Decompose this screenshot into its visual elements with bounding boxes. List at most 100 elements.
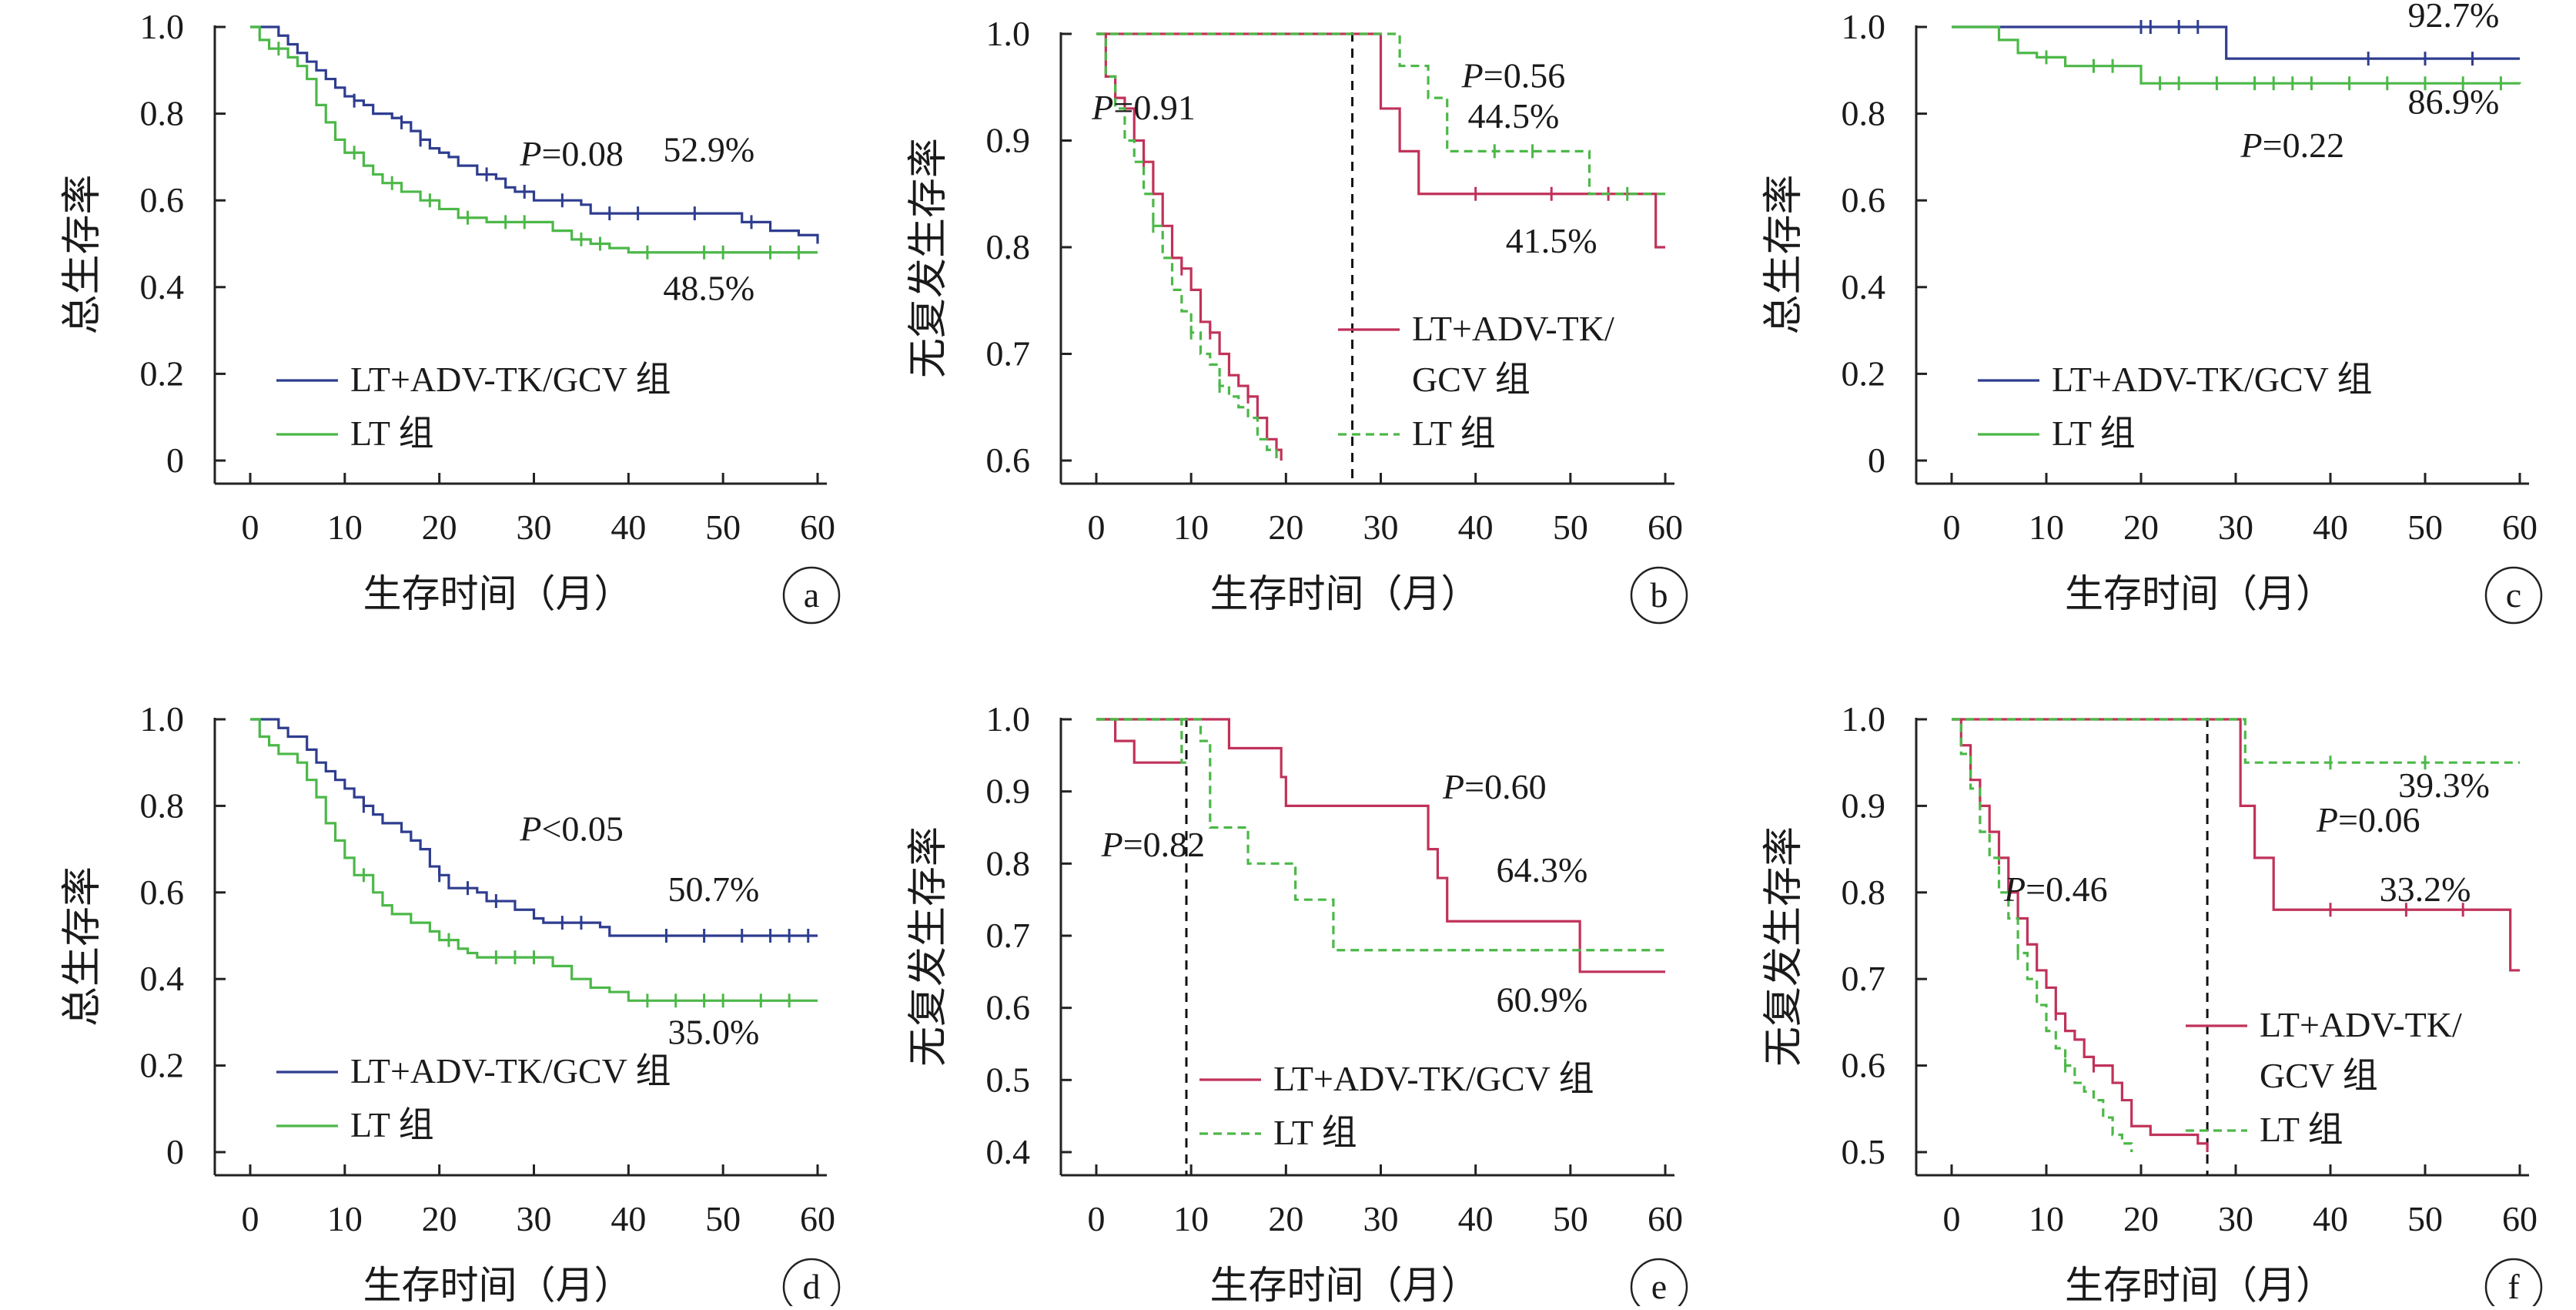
x-tick-label: 10 xyxy=(1173,508,1209,547)
legend-label: GCV 组 xyxy=(2260,1056,2378,1095)
y-tick-label: 0.8 xyxy=(140,786,185,825)
y-tick-label: 0.9 xyxy=(986,121,1031,160)
y-tick-label: 0 xyxy=(166,1132,184,1171)
x-axis-label: 生存时间（月） xyxy=(2065,572,2334,615)
panel-label-circle xyxy=(782,1258,841,1310)
panel-label-circle xyxy=(2484,1258,2543,1310)
panel-label: e xyxy=(1651,1267,1667,1306)
y-tick-label: 0.8 xyxy=(986,227,1031,266)
p-value: P=0.46 xyxy=(2003,869,2108,909)
y-tick-label: 0.9 xyxy=(986,772,1031,811)
y-tick-label: 0.8 xyxy=(140,94,185,133)
km-curve-2 xyxy=(1952,718,2133,1152)
panel-label-circle xyxy=(1630,1258,1688,1310)
x-tick-label: 10 xyxy=(1173,1199,1209,1238)
x-tick-label: 20 xyxy=(2123,1199,2159,1238)
panel-label: c xyxy=(2506,575,2521,615)
panel-label: f xyxy=(2507,1267,2520,1306)
survival-percent-label: 52.9% xyxy=(663,130,754,169)
panel-label: a xyxy=(804,575,819,615)
y-tick-label: 0.2 xyxy=(140,1046,185,1085)
y-tick-label: 0.6 xyxy=(140,180,185,219)
p-value: P=0.60 xyxy=(1442,767,1547,806)
y-tick-label: 0.6 xyxy=(986,441,1031,480)
y-tick-label: 0.4 xyxy=(1842,267,1886,307)
x-tick-label: 0 xyxy=(1088,508,1106,547)
y-tick-label: 1.0 xyxy=(1842,699,1886,739)
y-tick-label: 0.8 xyxy=(986,843,1031,883)
x-tick-label: 10 xyxy=(2029,1199,2064,1238)
y-tick-label: 0.6 xyxy=(1842,1046,1886,1085)
x-tick-label: 40 xyxy=(611,508,646,547)
y-tick-label: 0.7 xyxy=(1842,959,1886,998)
panel-label: b xyxy=(1651,575,1668,615)
y-tick-label: 1.0 xyxy=(986,14,1031,53)
legend-label: LT 组 xyxy=(2052,414,2136,453)
km-curve-0 xyxy=(1952,718,2209,1152)
x-tick-label: 30 xyxy=(2218,508,2253,547)
survival-percent-label: 64.3% xyxy=(1496,850,1587,890)
x-tick-label: 50 xyxy=(2407,508,2443,547)
legend: LT+ADV-TK/GCV 组 LT 组 xyxy=(2186,1005,2462,1149)
km-curve-1 xyxy=(1096,718,1665,973)
y-tick-label: 0 xyxy=(166,441,184,480)
legend-label: LT+ADV-TK/ xyxy=(1412,309,1614,348)
km-curve-0 xyxy=(1096,718,1182,764)
panel-c: 0 0.2 0.4 0.6 0.8 1.0 0 10 20 30 40 50 60 生存时间（月） 总生存率… xyxy=(1762,0,2543,625)
y-tick-label: 0 xyxy=(1868,441,1885,480)
x-tick-label: 30 xyxy=(517,1199,552,1238)
x-tick-label: 20 xyxy=(2123,508,2159,547)
x-tick-label: 20 xyxy=(422,508,457,547)
x-axis-label: 生存时间（月） xyxy=(2065,1264,2334,1306)
y-tick-label: 0.4 xyxy=(986,1132,1031,1171)
x-tick-label: 10 xyxy=(327,508,363,547)
km-curve-1 xyxy=(1096,32,1665,249)
legend: LT+ADV-TK/GCV 组 LT 组 xyxy=(276,1051,671,1144)
p-value: P<0.05 xyxy=(519,809,624,848)
km-curve-0 xyxy=(1096,32,1283,461)
p-value: P=0.82 xyxy=(1101,825,1206,864)
legend-label: LT+ADV-TK/GCV 组 xyxy=(350,360,671,399)
y-tick-label: 0.2 xyxy=(1842,353,1886,393)
x-tick-label: 50 xyxy=(1553,508,1588,547)
y-tick-label: 0.7 xyxy=(986,916,1031,955)
legend-label: LT+ADV-TK/GCV 组 xyxy=(350,1051,671,1091)
km-curve-3 xyxy=(1096,718,1665,952)
survival-percent-label: 48.5% xyxy=(663,269,754,308)
y-tick-label: 1.0 xyxy=(140,699,185,739)
x-tick-label: 30 xyxy=(517,508,552,547)
y-axis-label: 总生存率 xyxy=(61,866,105,1027)
panel-label: d xyxy=(803,1267,821,1306)
legend-label: LT+ADV-TK/GCV 组 xyxy=(1273,1059,1594,1098)
panel-b: 0.6 0.7 0.8 0.9 1.0 0 10 20 30 40 50 60 生存时间（月） 无复发生存… xyxy=(907,14,1688,625)
x-tick-label: 60 xyxy=(800,1199,835,1238)
legend-label: GCV 组 xyxy=(1412,360,1531,399)
x-tick-label: 40 xyxy=(1458,1199,1494,1238)
legend: LT+ADV-TK/GCV 组 LT 组 xyxy=(1199,1059,1594,1152)
km-curve-2 xyxy=(1096,32,1278,461)
x-tick-label: 40 xyxy=(2313,508,2348,547)
x-tick-label: 50 xyxy=(1553,1199,1588,1238)
panel-f: 0.5 0.6 0.7 0.8 0.9 1.0 0 10 20 30 40 50 60 生存时间（月） 无复… xyxy=(1762,699,2543,1310)
x-tick-label: 0 xyxy=(242,508,259,547)
legend-label: LT 组 xyxy=(350,1105,434,1144)
x-tick-label: 60 xyxy=(2502,508,2538,547)
p-value: P=0.06 xyxy=(2316,800,2420,839)
p-value: P=0.56 xyxy=(1461,55,1566,95)
survival-percent-label: 92.7% xyxy=(2407,0,2499,35)
legend-label: LT 组 xyxy=(1273,1113,1357,1152)
x-axis-label: 生存时间（月） xyxy=(1210,1264,1480,1306)
survival-percent-label: 39.3% xyxy=(2398,766,2490,805)
x-tick-label: 60 xyxy=(800,508,835,547)
legend-label: LT 组 xyxy=(1412,414,1496,453)
x-tick-label: 0 xyxy=(242,1199,259,1238)
x-tick-label: 60 xyxy=(2502,1199,2538,1238)
x-tick-label: 20 xyxy=(1268,1199,1303,1238)
km-curve-3 xyxy=(1096,32,1665,196)
legend: LT+ADV-TK/GCV 组 LT 组 xyxy=(276,360,671,453)
y-tick-label: 0.4 xyxy=(140,267,185,307)
y-tick-label: 0.6 xyxy=(140,873,185,912)
legend: LT+ADV-TK/GCV 组 LT 组 xyxy=(1978,360,2373,453)
x-tick-label: 20 xyxy=(422,1199,457,1238)
